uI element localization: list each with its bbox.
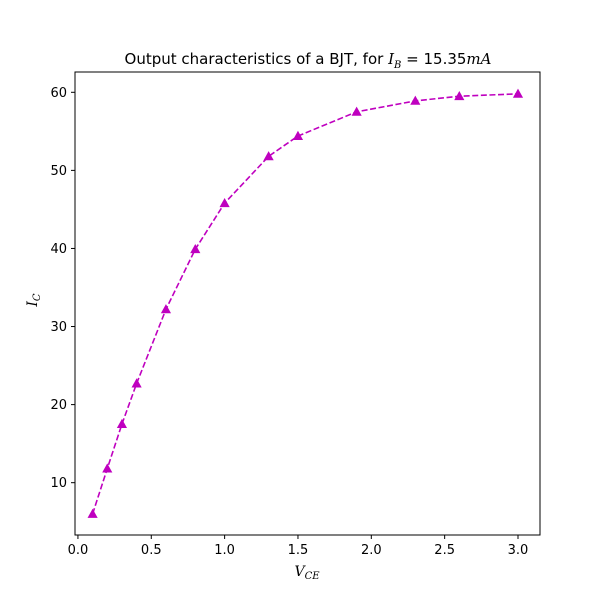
chart-title-value: = 15.35 bbox=[401, 50, 466, 68]
chart-title-var: I bbox=[387, 50, 395, 68]
y-axis-label-sub: C bbox=[32, 293, 43, 301]
y-tick-label: 20 bbox=[50, 398, 67, 413]
data-point bbox=[102, 463, 113, 473]
y-axis-label-var: I bbox=[25, 301, 41, 308]
data-point bbox=[131, 378, 142, 388]
x-axis-label-sub: CE bbox=[305, 571, 321, 582]
data-point bbox=[219, 197, 230, 208]
data-point bbox=[292, 130, 304, 140]
chart-title-prefix: Output characteristics of a BJT, for bbox=[125, 50, 389, 68]
data-point bbox=[87, 508, 98, 518]
y-axis-label: IC bbox=[25, 293, 43, 308]
y-tick-label: 40 bbox=[50, 242, 67, 257]
x-tick-label: 2.0 bbox=[361, 543, 382, 558]
chart-title: Output characteristics of a BJT, for IB … bbox=[125, 50, 492, 71]
x-tick-label: 0.5 bbox=[141, 543, 162, 558]
y-tick-label: 30 bbox=[50, 320, 67, 335]
x-tick-label: 0.0 bbox=[68, 543, 89, 558]
y-axis-ticks: 10 20 30 40 50 60 bbox=[50, 86, 75, 491]
x-tick-label: 1.0 bbox=[214, 543, 235, 558]
data-point bbox=[160, 304, 172, 314]
x-tick-label: 3.0 bbox=[508, 543, 529, 558]
chart-title-unit: mA bbox=[466, 50, 491, 68]
data-point bbox=[263, 151, 274, 161]
x-axis-label: VCE bbox=[294, 564, 320, 582]
data-point bbox=[351, 106, 362, 116]
chart-title-sub: B bbox=[393, 60, 401, 71]
x-axis-ticks: 0.0 0.5 1.0 1.5 2.0 2.5 3.0 bbox=[68, 535, 529, 558]
y-tick-label: 50 bbox=[50, 164, 67, 179]
x-tick-label: 2.5 bbox=[434, 543, 455, 558]
y-tick-label: 10 bbox=[50, 476, 67, 491]
data-point bbox=[454, 90, 465, 101]
y-tick-label: 60 bbox=[50, 86, 67, 101]
data-point bbox=[512, 88, 524, 98]
data-point bbox=[410, 95, 421, 105]
x-tick-label: 1.5 bbox=[288, 543, 309, 558]
x-axis-label-var: V bbox=[294, 564, 306, 580]
data-point bbox=[190, 244, 201, 254]
series-layer bbox=[87, 88, 524, 518]
plot-frame bbox=[74, 71, 541, 536]
data-point bbox=[116, 418, 128, 429]
